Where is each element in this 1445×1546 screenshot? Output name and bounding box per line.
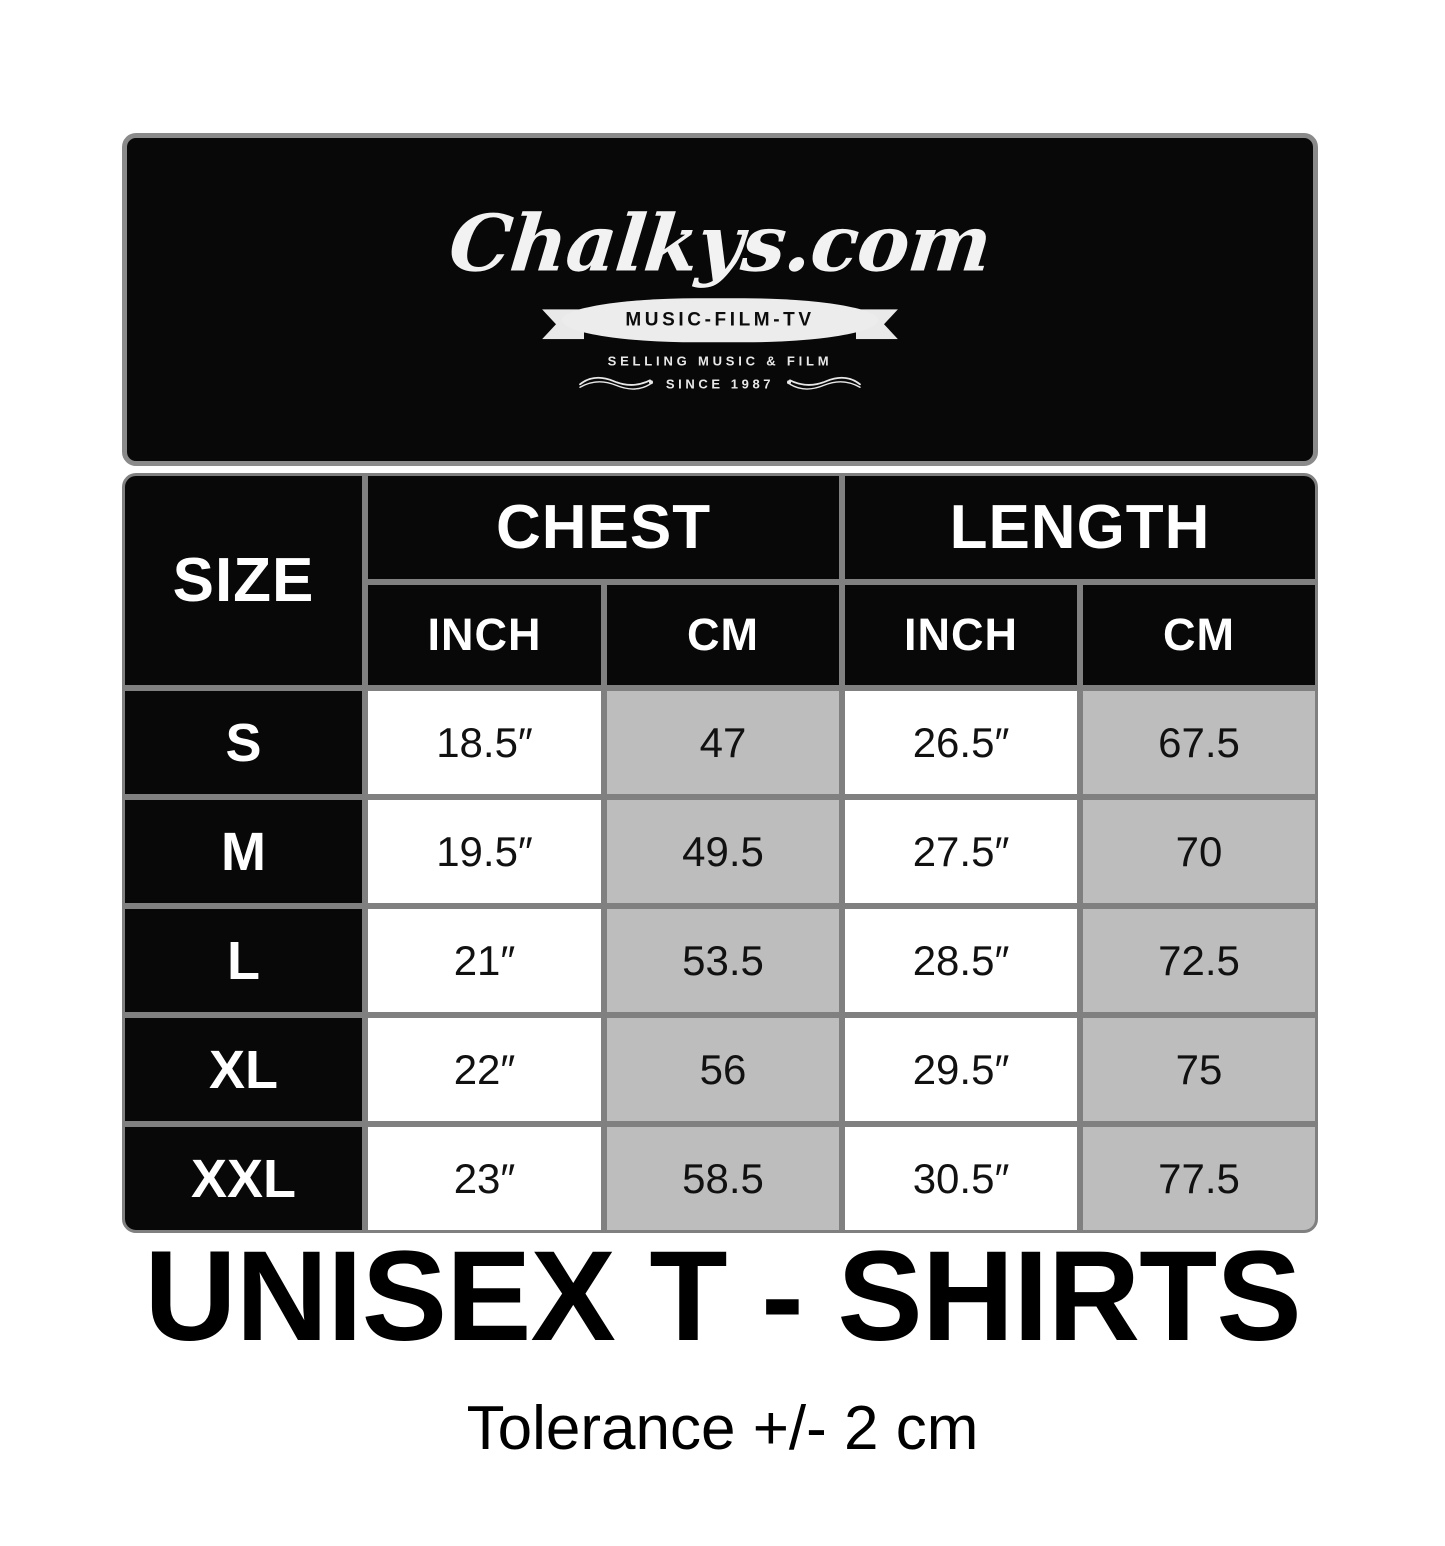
cell-length-cm: 67.5: [1080, 688, 1319, 797]
ribbon-band: MUSIC-FILM-TV: [562, 298, 878, 343]
since-row: SINCE 1987: [127, 375, 1313, 393]
cell-length-cm: 70: [1080, 797, 1319, 906]
cell-chest-inch: 22″: [365, 1015, 604, 1124]
table-row: XXL 23″ 58.5 30.5″ 77.5: [122, 1124, 1319, 1233]
table-row: XL 22″ 56 29.5″ 75: [122, 1015, 1319, 1124]
cell-chest-cm: 56: [604, 1015, 843, 1124]
row-size-label: XL: [122, 1015, 365, 1124]
table-row: L 21″ 53.5 28.5″ 72.5: [122, 906, 1319, 1015]
cell-chest-cm: 47: [604, 688, 843, 797]
row-size-label: L: [122, 906, 365, 1015]
table-row: M 19.5″ 49.5 27.5″ 70: [122, 797, 1319, 906]
header-size: SIZE: [122, 473, 365, 688]
cell-length-cm: 75: [1080, 1015, 1319, 1124]
cell-length-inch: 29.5″: [842, 1015, 1081, 1124]
header-group-chest: CHEST: [365, 473, 843, 582]
row-size-label: XXL: [122, 1124, 365, 1233]
ribbon-label: MUSIC-FILM-TV: [625, 309, 815, 331]
cell-chest-cm: 58.5: [604, 1124, 843, 1233]
brand-logo-panel: Chalkys.com MUSIC-FILM-TV SELLING MUSIC …: [122, 133, 1318, 466]
header-length-cm: CM: [1080, 582, 1319, 688]
header-length-inch: INCH: [842, 582, 1081, 688]
size-chart-table: SIZE CHEST LENGTH INCH CM INCH CM S 18.5…: [122, 473, 1319, 1233]
header-group-length: LENGTH: [842, 473, 1319, 582]
cell-chest-cm: 53.5: [604, 906, 843, 1015]
page-title: UNISEX T - SHIRTS: [144, 1225, 1301, 1368]
cell-chest-inch: 23″: [365, 1124, 604, 1233]
table-row: S 18.5″ 47 26.5″ 67.5: [122, 688, 1319, 797]
flourish-right-icon: [787, 376, 862, 390]
flourish-left-icon: [578, 376, 653, 390]
table-header-row-units: INCH CM INCH CM: [122, 582, 1319, 688]
cell-chest-cm: 49.5: [604, 797, 843, 906]
header-chest-inch: INCH: [365, 582, 604, 688]
brand-name: Chalkys.com: [445, 197, 996, 289]
tolerance-note: Tolerance +/- 2 cm: [466, 1393, 979, 1463]
row-size-label: S: [122, 688, 365, 797]
footer-block: UNISEX T - SHIRTS Tolerance +/- 2 cm: [0, 1225, 1445, 1464]
cell-chest-inch: 19.5″: [365, 797, 604, 906]
row-size-label: M: [122, 797, 365, 906]
cell-length-inch: 30.5″: [842, 1124, 1081, 1233]
ribbon-banner: MUSIC-FILM-TV: [127, 298, 1313, 344]
table-header-row-groups: SIZE CHEST LENGTH: [122, 473, 1319, 688]
cell-length-inch: 26.5″: [842, 688, 1081, 797]
cell-length-inch: 27.5″: [842, 797, 1081, 906]
cell-chest-inch: 18.5″: [365, 688, 604, 797]
logo-tagline: SELLING MUSIC & FILM: [607, 353, 833, 369]
header-chest-cm: CM: [604, 582, 843, 688]
cell-length-inch: 28.5″: [842, 906, 1081, 1015]
logo-content: Chalkys.com MUSIC-FILM-TV SELLING MUSIC …: [127, 198, 1313, 393]
cell-chest-inch: 21″: [365, 906, 604, 1015]
cell-length-cm: 77.5: [1080, 1124, 1319, 1233]
cell-length-cm: 72.5: [1080, 906, 1319, 1015]
since-label: SINCE 1987: [665, 376, 775, 392]
